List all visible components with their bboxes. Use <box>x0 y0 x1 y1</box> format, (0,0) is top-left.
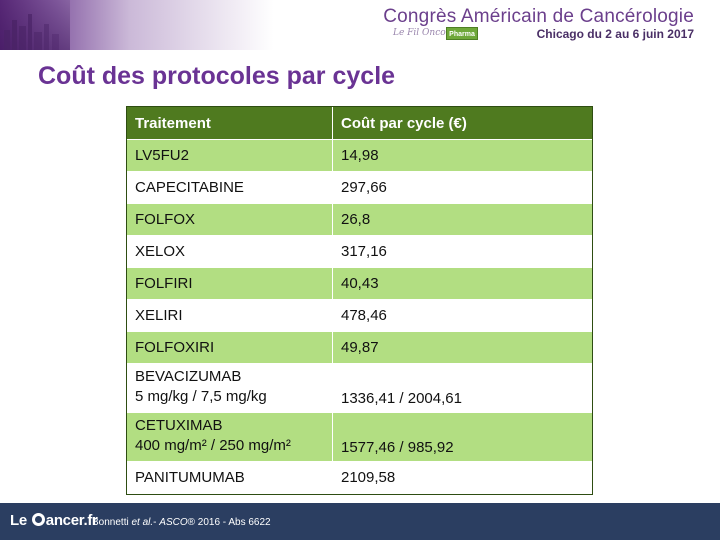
table-row: XELOX 317,16 <box>126 235 593 268</box>
reference-author: Bonnetti <box>92 517 132 528</box>
table-row: FOLFOXIRI 49,87 <box>126 331 593 364</box>
header-banner: Congrès Américain de Cancérologie Chicag… <box>0 0 720 50</box>
treatment-cell: FOLFOX <box>126 203 333 236</box>
table-row: LV5FU2 14,98 <box>126 139 593 172</box>
table-header-row: Traitement Coût par cycle (€) <box>126 106 593 140</box>
table-row: CETUXIMAB 400 mg/m² / 250 mg/m² 1577,46 … <box>126 412 593 462</box>
treatment-cell: CAPECITABINE <box>126 171 333 204</box>
treatment-name: CETUXIMAB <box>135 417 223 434</box>
logo-prefix: Le <box>10 512 31 529</box>
treatment-cell: LV5FU2 <box>126 139 333 172</box>
reference-separator: - <box>153 517 160 528</box>
cost-cell: 49,87 <box>332 331 593 364</box>
brand-script-logo: Le Fil Onco <box>393 28 446 38</box>
cost-cell: 478,46 <box>332 299 593 332</box>
treatment-dosage: 400 mg/m² / 250 mg/m² <box>135 437 291 454</box>
cost-cell: 40,43 <box>332 267 593 300</box>
treatment-dosage: 5 mg/kg / 7,5 mg/kg <box>135 388 267 405</box>
table-row: BEVACIZUMAB 5 mg/kg / 7,5 mg/kg 1336,41 … <box>126 363 593 413</box>
cost-cell: 1577,46 / 985,92 <box>332 412 593 462</box>
reference-details: ® 2016 - Abs 6622 <box>187 517 271 528</box>
table-row: PANITUMUMAB 2109,58 <box>126 461 593 494</box>
table-row: FOLFIRI 40,43 <box>126 267 593 300</box>
column-header-treatment: Traitement <box>126 106 333 140</box>
congress-dates: Chicago du 2 au 6 juin 2017 <box>536 27 694 41</box>
column-header-cost: Coût par cycle (€) <box>332 106 593 140</box>
cost-cell: 2109,58 <box>332 461 593 494</box>
table-row: XELIRI 478,46 <box>126 299 593 332</box>
reference-etal: et al. <box>131 517 154 528</box>
treatment-name: BEVACIZUMAB <box>135 368 242 385</box>
treatment-cell: XELOX <box>126 235 333 268</box>
page-title: Coût des protocoles par cycle <box>38 62 396 90</box>
footer-bar: Le ancer.fr Bonnetti et al.- ASCO® 2016 … <box>0 503 720 540</box>
congress-title: Congrès Américain de Cancérologie <box>383 6 694 27</box>
cost-cell: 26,8 <box>332 203 593 236</box>
pharma-badge: Pharma <box>446 27 478 40</box>
cost-table: Traitement Coût par cycle (€) LV5FU2 14,… <box>126 106 593 494</box>
reference-journal: ASCO <box>159 517 188 528</box>
logo-suffix: ancer.fr <box>45 512 98 529</box>
treatment-cell: CETUXIMAB 400 mg/m² / 250 mg/m² <box>126 412 333 462</box>
table-row: FOLFOX 26,8 <box>126 203 593 236</box>
treatment-cell: XELIRI <box>126 299 333 332</box>
cost-cell: 297,66 <box>332 171 593 204</box>
cost-cell: 317,16 <box>332 235 593 268</box>
city-skyline-icon <box>4 14 59 50</box>
treatment-cell: FOLFIRI <box>126 267 333 300</box>
treatment-cell: FOLFOXIRI <box>126 331 333 364</box>
treatment-cell: BEVACIZUMAB 5 mg/kg / 7,5 mg/kg <box>126 363 333 413</box>
site-logo: Le ancer.fr <box>10 512 98 529</box>
reference-citation: Bonnetti et al.- ASCO® 2016 - Abs 6622 <box>92 517 271 528</box>
logo-c-ring-icon <box>31 513 45 526</box>
table-row: CAPECITABINE 297,66 <box>126 171 593 204</box>
cost-cell: 1336,41 / 2004,61 <box>332 363 593 413</box>
treatment-cell: PANITUMUMAB <box>126 461 333 494</box>
cost-cell: 14,98 <box>332 139 593 172</box>
